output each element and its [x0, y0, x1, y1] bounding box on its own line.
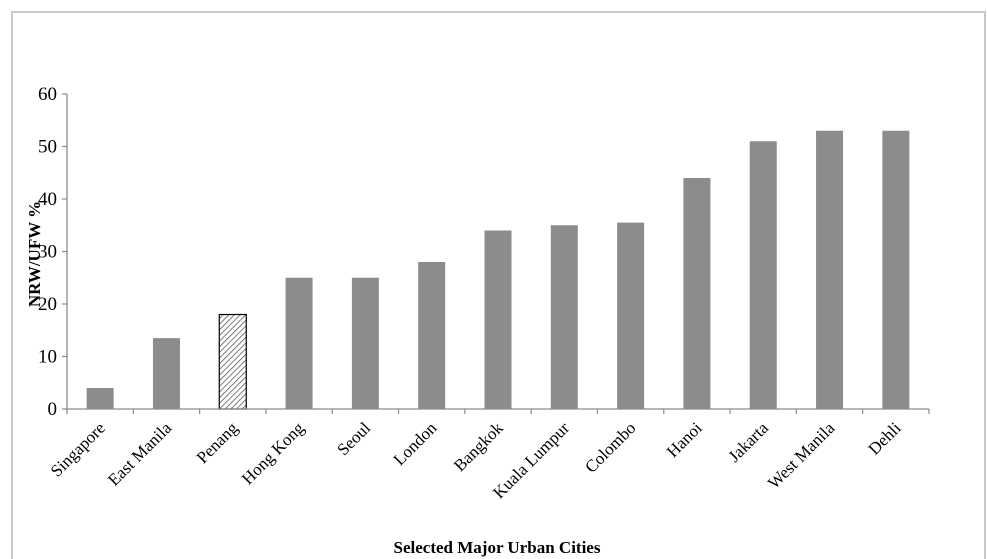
x-tick-label: Bangkok: [450, 418, 507, 475]
x-tick-label: West Manila: [764, 418, 839, 493]
bar-east-manila: [153, 338, 180, 409]
bar-seoul: [352, 278, 379, 409]
y-tick-label: 0: [48, 399, 58, 420]
x-tick-label: Jakarta: [725, 418, 773, 466]
bar-kuala-lumpur: [551, 225, 578, 409]
y-axis-title: NRW/UFW %: [25, 201, 44, 307]
bar-london: [418, 262, 445, 409]
x-axis-title: Selected Major Urban Cities: [394, 538, 601, 557]
y-tick-label: 10: [38, 347, 57, 368]
x-tick-label: London: [390, 418, 441, 469]
bar-hong-kong: [286, 278, 313, 409]
bar-penang: [219, 315, 246, 410]
bar-hanoi: [683, 178, 710, 409]
y-tick-label: 50: [38, 137, 57, 158]
x-tick-label: Colombo: [581, 418, 639, 476]
bars: [87, 131, 910, 409]
x-tick-label: Hong Kong: [238, 418, 308, 488]
x-tick-label: Singapore: [47, 418, 109, 480]
bar-dehli: [882, 131, 909, 409]
x-tick-label: Seoul: [333, 418, 374, 459]
x-tick-label: Hanoi: [663, 418, 706, 461]
y-tick-label: 60: [38, 84, 57, 105]
bar-bangkok: [485, 231, 512, 410]
bar-colombo: [617, 223, 644, 409]
x-tick-label: East Manila: [104, 418, 176, 490]
x-tick-label: Dehli: [865, 418, 905, 458]
bar-west-manila: [816, 131, 843, 409]
bar-singapore: [87, 388, 114, 409]
bar-jakarta: [750, 141, 777, 409]
x-tick-label: Penang: [193, 418, 242, 467]
